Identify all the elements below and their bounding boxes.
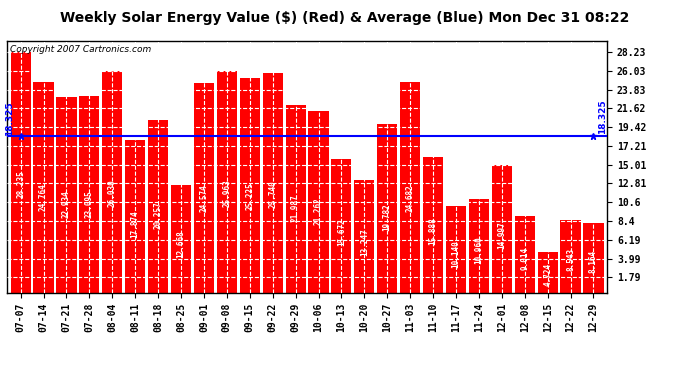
Text: 26.030: 26.030 xyxy=(108,179,117,207)
Text: 21.262: 21.262 xyxy=(314,197,323,225)
Text: 12.668: 12.668 xyxy=(177,230,186,258)
Text: 10.140: 10.140 xyxy=(451,240,460,267)
Text: 10.960: 10.960 xyxy=(475,237,484,264)
Bar xyxy=(583,223,604,292)
Text: 4.724: 4.724 xyxy=(543,263,552,286)
Text: 17.874: 17.874 xyxy=(130,210,139,238)
Text: 9.014: 9.014 xyxy=(520,246,529,270)
Text: 15.888: 15.888 xyxy=(428,218,437,246)
Bar xyxy=(354,180,375,292)
Bar xyxy=(125,140,146,292)
Text: 18.325: 18.325 xyxy=(598,99,607,134)
Text: Copyright 2007 Cartronics.com: Copyright 2007 Cartronics.com xyxy=(10,45,151,54)
Bar xyxy=(102,71,122,292)
Bar xyxy=(57,97,77,292)
Text: 21.987: 21.987 xyxy=(291,194,300,222)
Bar xyxy=(423,157,443,292)
Text: 13.247: 13.247 xyxy=(359,228,369,256)
Bar xyxy=(286,105,306,292)
Bar xyxy=(492,165,512,292)
Text: 22.934: 22.934 xyxy=(62,191,71,219)
Bar xyxy=(469,199,489,292)
Bar xyxy=(263,73,283,292)
Text: 15.672: 15.672 xyxy=(337,219,346,246)
Text: 28.235: 28.235 xyxy=(16,170,25,198)
Text: 14.997: 14.997 xyxy=(497,221,506,249)
Bar xyxy=(331,159,351,292)
Text: 24.574: 24.574 xyxy=(199,184,208,212)
Bar xyxy=(400,82,420,292)
Text: 25.740: 25.740 xyxy=(268,180,277,208)
Text: 24.682: 24.682 xyxy=(406,184,415,212)
Bar xyxy=(79,96,99,292)
Bar xyxy=(34,82,54,292)
Bar xyxy=(10,52,31,292)
Bar xyxy=(148,120,168,292)
Bar xyxy=(446,206,466,292)
Bar xyxy=(194,83,214,292)
Bar xyxy=(515,216,535,292)
Text: 24.764: 24.764 xyxy=(39,184,48,211)
Text: 19.782: 19.782 xyxy=(383,203,392,231)
Bar xyxy=(308,111,328,292)
Bar xyxy=(377,124,397,292)
Text: 8.164: 8.164 xyxy=(589,250,598,273)
Text: Weekly Solar Energy Value ($) (Red) & Average (Blue) Mon Dec 31 08:22: Weekly Solar Energy Value ($) (Red) & Av… xyxy=(60,11,630,25)
Bar xyxy=(239,78,260,292)
Text: 8.543: 8.543 xyxy=(566,248,575,272)
Text: 23.095: 23.095 xyxy=(85,190,94,218)
Text: 18.325: 18.325 xyxy=(5,102,14,136)
Bar xyxy=(217,71,237,292)
Text: 20.257: 20.257 xyxy=(154,201,163,229)
Text: 25.225: 25.225 xyxy=(245,182,255,210)
Bar xyxy=(171,184,191,292)
Bar xyxy=(560,220,580,292)
Text: 25.963: 25.963 xyxy=(222,179,231,207)
Bar xyxy=(538,252,558,292)
